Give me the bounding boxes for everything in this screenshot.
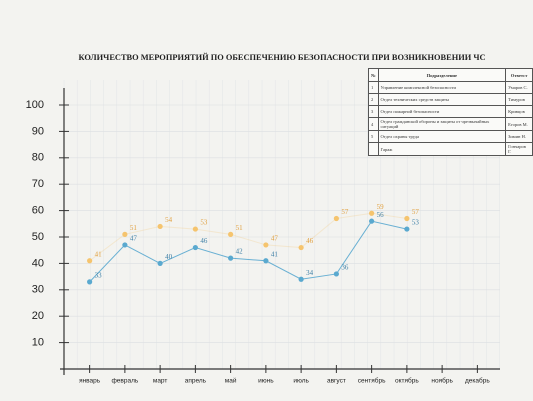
y-tick-label: 90	[32, 125, 44, 137]
point	[192, 226, 198, 232]
data-label: 46	[306, 237, 314, 245]
table: № Подразделение Ответст 1 Управление комплек…	[368, 68, 533, 156]
point	[263, 258, 269, 264]
x-tick-label: декабрь	[465, 377, 490, 385]
x-tick-label: октябрь	[395, 377, 419, 385]
table-cell: Гараж	[377, 142, 507, 156]
point	[404, 215, 410, 222]
y-tick-label: 70	[32, 178, 44, 190]
data-label: 41	[271, 250, 279, 258]
point	[228, 255, 234, 261]
point	[87, 258, 93, 264]
table-cell: 5	[368, 130, 379, 143]
table-row: 3 Отдел пожарной безопасности Кривцов	[368, 105, 533, 118]
table-cell: 4	[368, 117, 379, 131]
y-tick-label: 20	[32, 310, 44, 322]
table-row: 5 Отдел охраны труда Зимин Н.	[368, 130, 533, 143]
data-label: 53	[412, 219, 420, 227]
y-tick-label: 50	[32, 231, 44, 243]
data-label: 34	[306, 269, 314, 277]
data-label: 57	[412, 208, 420, 216]
point	[369, 210, 375, 216]
table-cell: Отдел охраны труда	[377, 130, 507, 143]
table-cell: Тимуров	[505, 93, 533, 106]
table-cell: Отдел пожарной безопасности	[377, 105, 507, 118]
x-tick-label: июль	[293, 378, 309, 385]
table-cell: Ответст	[505, 68, 533, 82]
table-cell: Гончаров Г.	[505, 142, 533, 156]
series-line	[89, 212, 407, 262]
y-tick-label: 40	[32, 257, 44, 269]
point	[228, 231, 234, 237]
data-label: 36	[341, 264, 349, 272]
point	[404, 226, 410, 232]
table-row: № Подразделение Ответст	[368, 68, 533, 82]
table-cell: Кривцов	[505, 105, 533, 118]
data-label: 47	[271, 235, 279, 243]
point	[263, 242, 269, 248]
data-label: 59	[377, 203, 385, 211]
table-cell: №	[368, 68, 379, 82]
table-cell: Управление комплексной безопасности	[377, 81, 507, 94]
x-tick-label: март	[153, 378, 168, 385]
table-row: 2 Отдел технических средств защиты Тимуров	[368, 93, 533, 106]
point	[298, 276, 304, 282]
table-cell: Умаров С.	[505, 81, 533, 94]
table-cell	[368, 142, 379, 156]
x-tick-label: февраль	[111, 378, 138, 385]
series-line	[89, 220, 407, 283]
table-cell: 3	[368, 105, 379, 118]
x-tick-label: январь	[79, 378, 101, 385]
point	[157, 223, 163, 230]
point	[333, 215, 339, 222]
x-tick-label: сентябрь	[358, 377, 386, 385]
point	[157, 260, 163, 266]
table-cell: Егоров М.	[505, 117, 533, 131]
data-label: 40	[165, 253, 173, 261]
y-tick-label: 30	[32, 284, 44, 296]
x-tick-label: май	[225, 377, 237, 385]
y-tick-label: 60	[32, 205, 44, 217]
data-label: 46	[200, 237, 208, 245]
table-row: Гараж Гончаров Г.	[368, 142, 533, 156]
x-tick-label: ноябрь	[431, 377, 453, 385]
table-cell: 1	[368, 81, 379, 94]
x-tick-label: июнь	[258, 378, 274, 385]
data-label: 47	[130, 235, 138, 243]
data-label: 57	[341, 208, 349, 216]
y-tick-label: 80	[32, 152, 44, 164]
data-label: 54	[165, 216, 173, 224]
table-cell: Зимин Н.	[505, 130, 533, 143]
point	[298, 244, 304, 251]
table-row: 4 Отдел гражданской обороны и защиты от ч…	[368, 117, 533, 131]
point	[122, 242, 128, 248]
data-label: 53	[200, 219, 208, 227]
y-tick-label: 10	[32, 337, 44, 349]
point	[122, 231, 128, 237]
x-tick-label: апрель	[185, 378, 207, 385]
table-cell: 2	[368, 93, 379, 106]
point	[87, 279, 93, 285]
data-label: 51	[130, 224, 138, 232]
chart-title: КОЛИЧЕСТВО МЕРОПРИЯТИЙ ПО ОБЕСПЕЧЕНИЮ БЕ…	[78, 53, 485, 62]
table-row: 1 Управление комплексной безопасности Умар…	[368, 81, 533, 94]
data-label: 51	[236, 224, 244, 232]
table-cell: Отдел гражданской обороны и защиты от чр…	[377, 117, 507, 131]
data-label: 33	[95, 271, 103, 279]
point	[369, 218, 375, 224]
point	[333, 271, 339, 277]
data-label: 41	[95, 250, 103, 258]
data-label: 42	[236, 248, 244, 256]
table-cell: Подразделение	[377, 68, 507, 82]
y-tick-label: 100	[26, 99, 44, 111]
table-cell: Отдел технических средств защиты	[377, 93, 507, 106]
data-label: 56	[377, 211, 385, 219]
point	[192, 244, 198, 251]
x-tick-label: август	[327, 378, 346, 385]
